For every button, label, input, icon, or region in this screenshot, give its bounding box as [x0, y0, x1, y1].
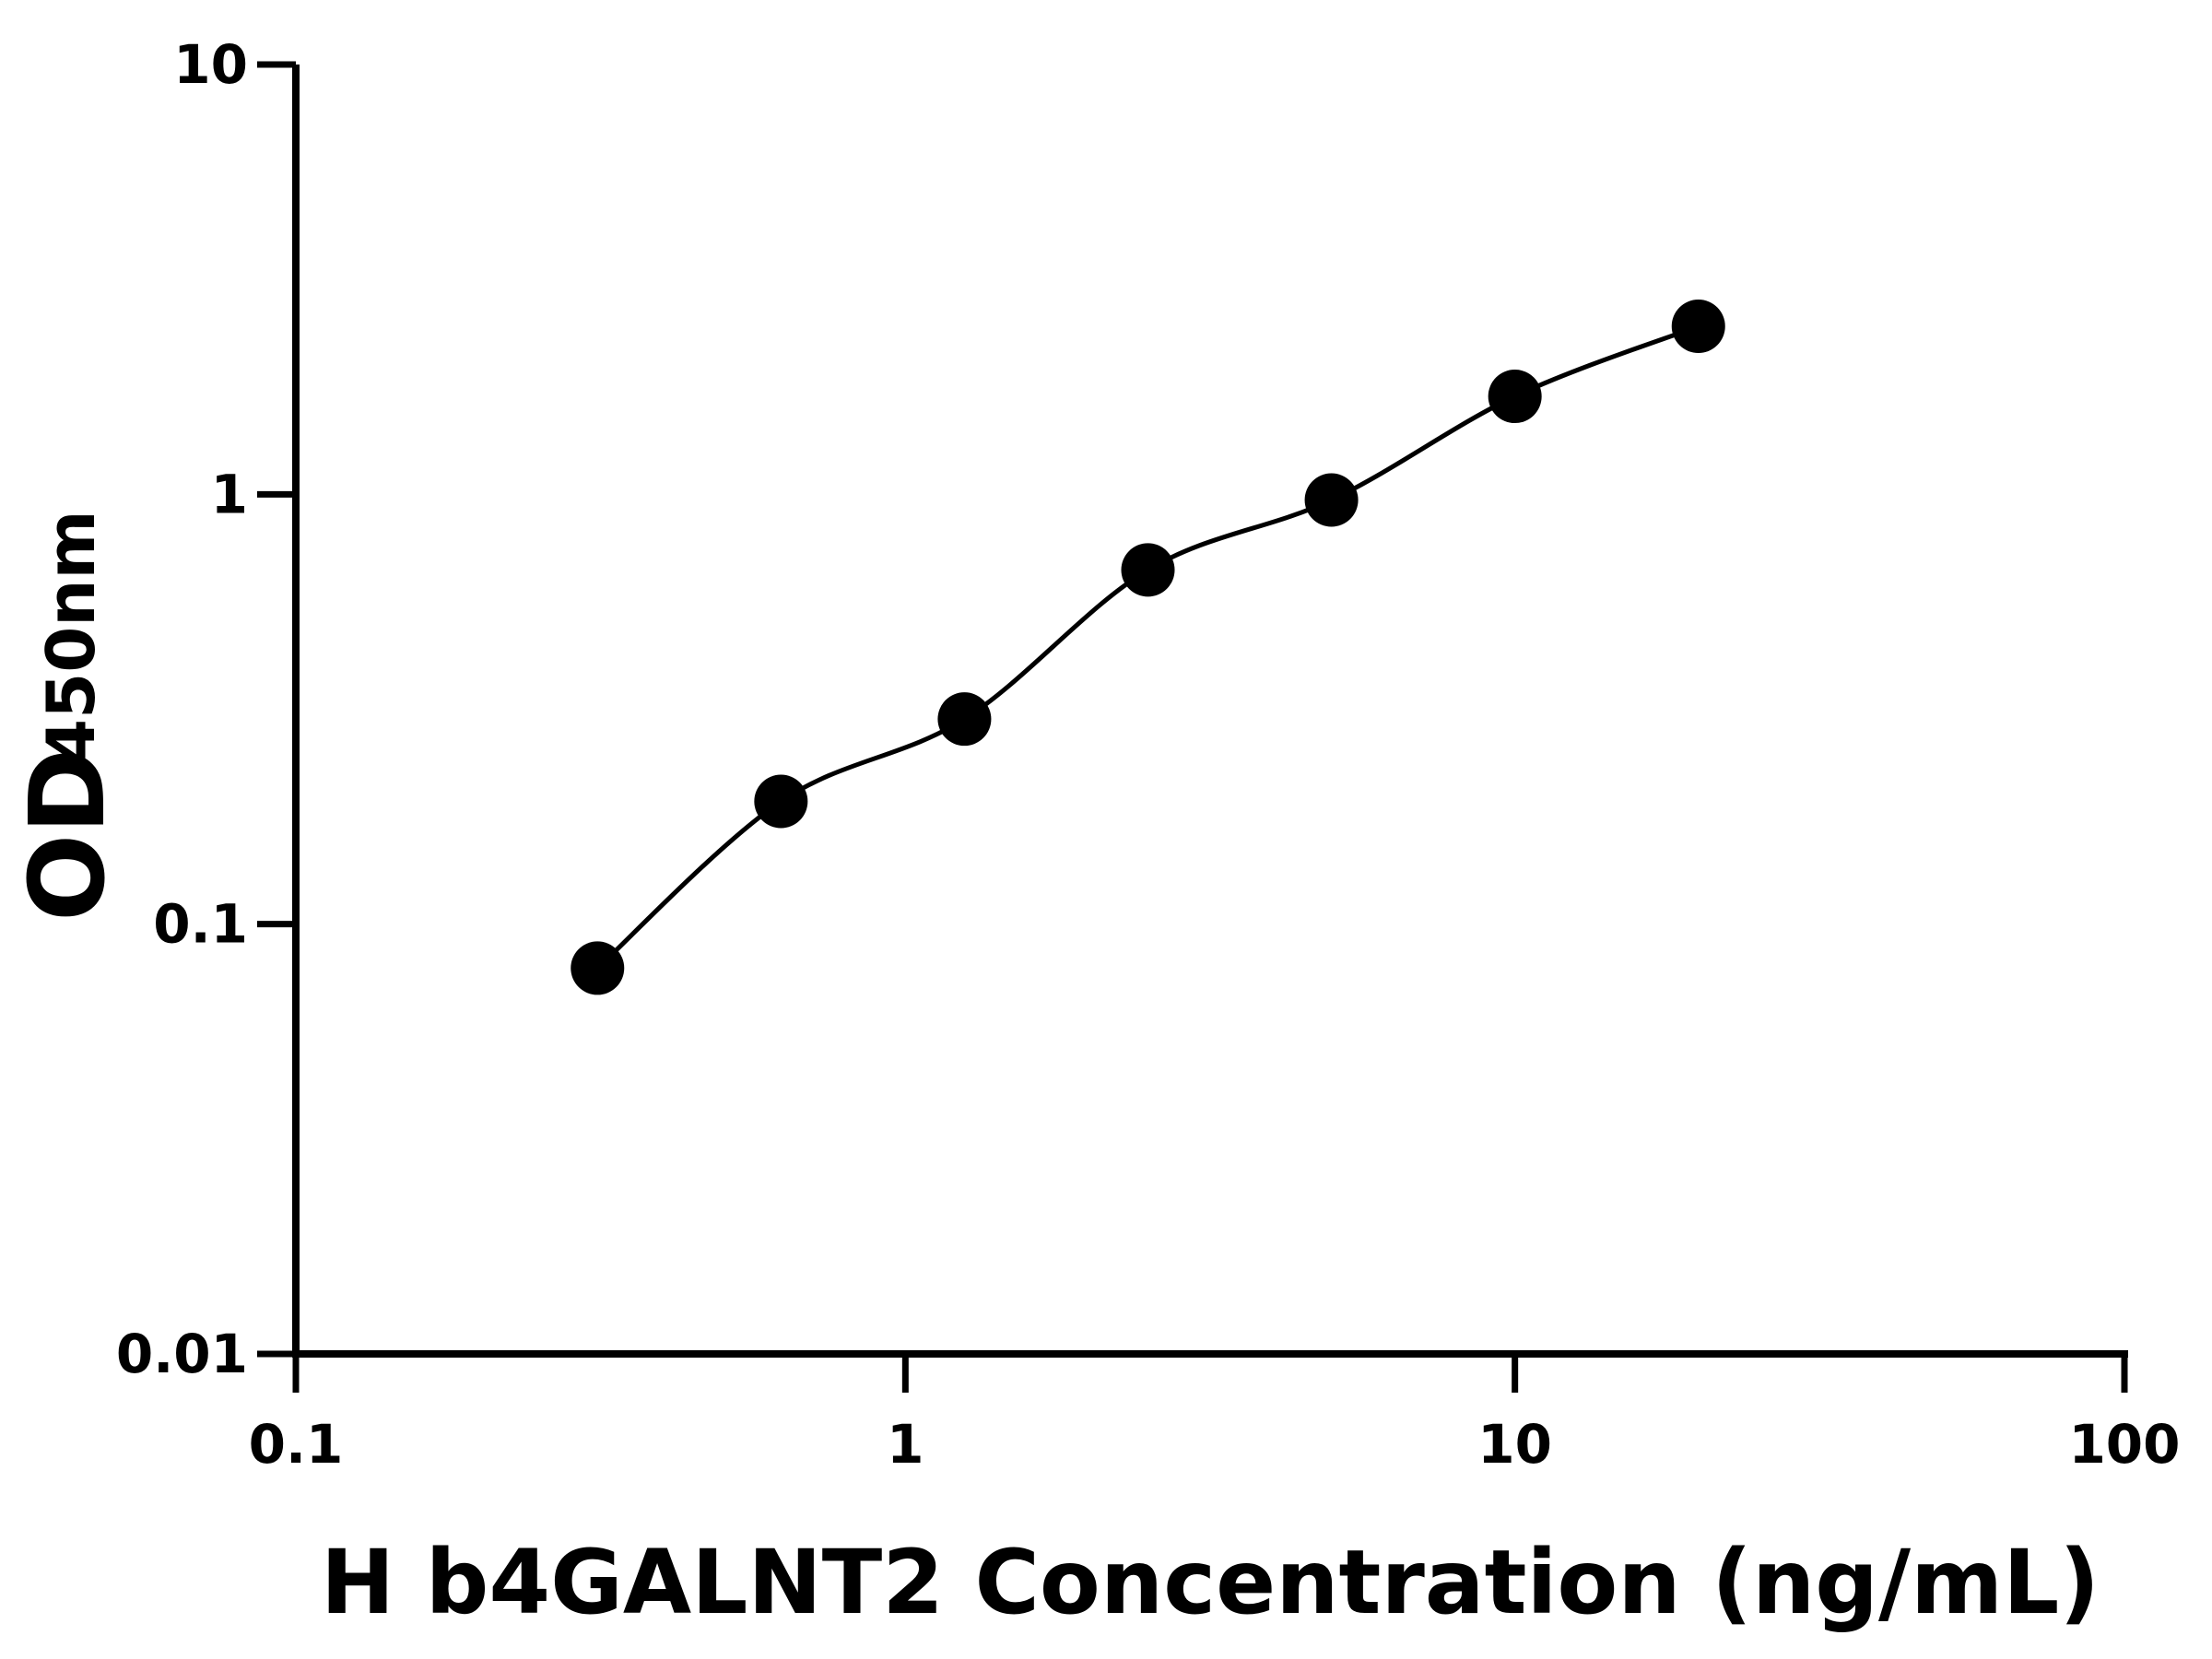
y-tick-label: 1: [211, 463, 248, 525]
y-axis-label: OD: [8, 748, 128, 922]
data-point: [571, 941, 625, 995]
x-tick-label: 0.1: [249, 1413, 344, 1476]
data-point: [1304, 473, 1359, 527]
x-axis-label: H b4GALNT2 Concentration (ng/mL): [321, 1531, 2100, 1634]
fit-curve: [595, 324, 1700, 971]
y-tick-label: 10: [173, 33, 248, 96]
y-axis-label-subscript: 450nm: [32, 510, 110, 765]
y-axis-label-group: OD 450nm: [8, 510, 128, 922]
data-point: [937, 692, 992, 747]
data-point: [1121, 543, 1175, 597]
data-point: [754, 774, 808, 829]
x-tick-label: 1: [887, 1413, 924, 1476]
x-tick-label: 100: [2068, 1413, 2180, 1476]
data-point: [1671, 300, 1725, 354]
x-tick-label: 10: [1477, 1413, 1552, 1476]
y-tick-label: 0.01: [116, 1323, 248, 1385]
data-point: [1488, 370, 1542, 424]
y-tick-label: 0.1: [153, 893, 248, 956]
